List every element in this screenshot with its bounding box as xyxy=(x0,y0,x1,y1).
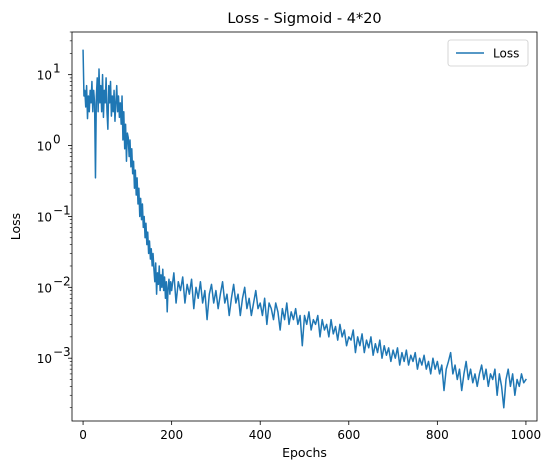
y-tick-exponent: −3 xyxy=(53,345,71,359)
plot-area xyxy=(82,49,527,409)
x-tick-label: 600 xyxy=(337,428,360,442)
y-tick-label: 10 xyxy=(37,281,52,295)
axes-frame xyxy=(71,31,538,422)
x-tick-label: 1000 xyxy=(511,428,542,442)
y-tick-label: 10 xyxy=(37,69,52,83)
y-axis-label: Loss xyxy=(8,213,23,240)
y-tick-exponent: 1 xyxy=(53,62,61,76)
x-axis-label: Epochs xyxy=(282,445,327,460)
y-tick-exponent: −2 xyxy=(53,274,71,288)
y-tick-exponent: 0 xyxy=(53,133,61,147)
y-tick-exponent: −1 xyxy=(53,203,71,217)
y-tick-label: 10 xyxy=(37,210,52,224)
legend: Loss xyxy=(447,39,529,67)
chart-title: Loss - Sigmoid - 4*20 xyxy=(227,11,381,27)
y-tick-label: 10 xyxy=(37,352,52,366)
x-tick-label: 0 xyxy=(79,428,87,442)
x-tick-label: 800 xyxy=(426,428,449,442)
legend-label: Loss xyxy=(493,47,519,61)
x-tick-label: 400 xyxy=(249,428,272,442)
series-line-loss xyxy=(82,49,527,409)
legend-box xyxy=(447,39,529,67)
y-tick-label: 10 xyxy=(37,140,52,154)
x-tick-label: 200 xyxy=(160,428,183,442)
